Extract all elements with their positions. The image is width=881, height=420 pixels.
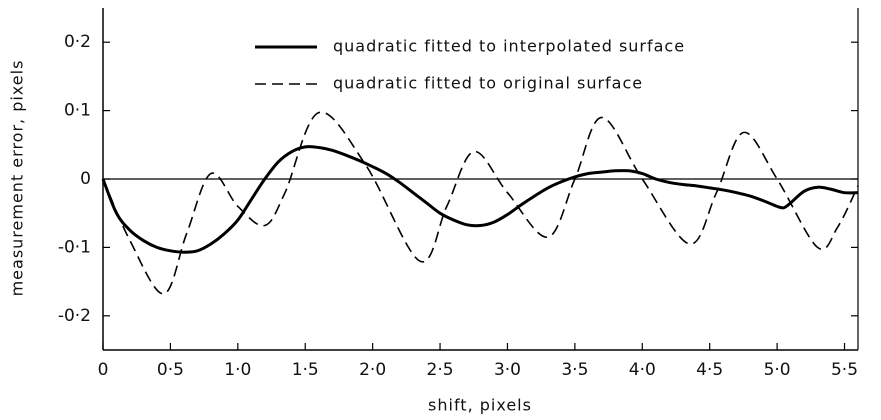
x-tick-label: 0 bbox=[98, 360, 109, 380]
y-axis-label: measurement error, pixels bbox=[8, 60, 27, 297]
series-line bbox=[102, 111, 859, 295]
x-tick-label: 0·5 bbox=[157, 360, 184, 380]
series-line bbox=[101, 145, 859, 254]
x-tick-label: 1·5 bbox=[292, 360, 319, 380]
y-tick-label: 0·2 bbox=[64, 32, 91, 52]
legend-label: quadratic fitted to original surface bbox=[333, 74, 643, 93]
x-tick-label: 5·0 bbox=[764, 360, 791, 380]
x-tick-label: 2·0 bbox=[359, 360, 386, 380]
y-tick-label: 0·1 bbox=[64, 101, 91, 121]
x-tick-label: 1·0 bbox=[224, 360, 251, 380]
y-tick-label: 0 bbox=[80, 169, 91, 189]
legend-label: quadratic fitted to interpolated surface bbox=[333, 37, 685, 56]
x-tick-label: 3·5 bbox=[561, 360, 588, 380]
x-tick-label: 2·5 bbox=[427, 360, 454, 380]
y-tick-label: -0·1 bbox=[58, 237, 91, 257]
y-tick-label: -0·2 bbox=[58, 306, 91, 326]
x-tick-label: 4·5 bbox=[696, 360, 723, 380]
x-tick-label: 4·0 bbox=[629, 360, 656, 380]
x-tick-label: 3·0 bbox=[494, 360, 521, 380]
x-tick-label: 5·5 bbox=[831, 360, 858, 380]
x-axis-label: shift, pixels bbox=[428, 396, 532, 415]
